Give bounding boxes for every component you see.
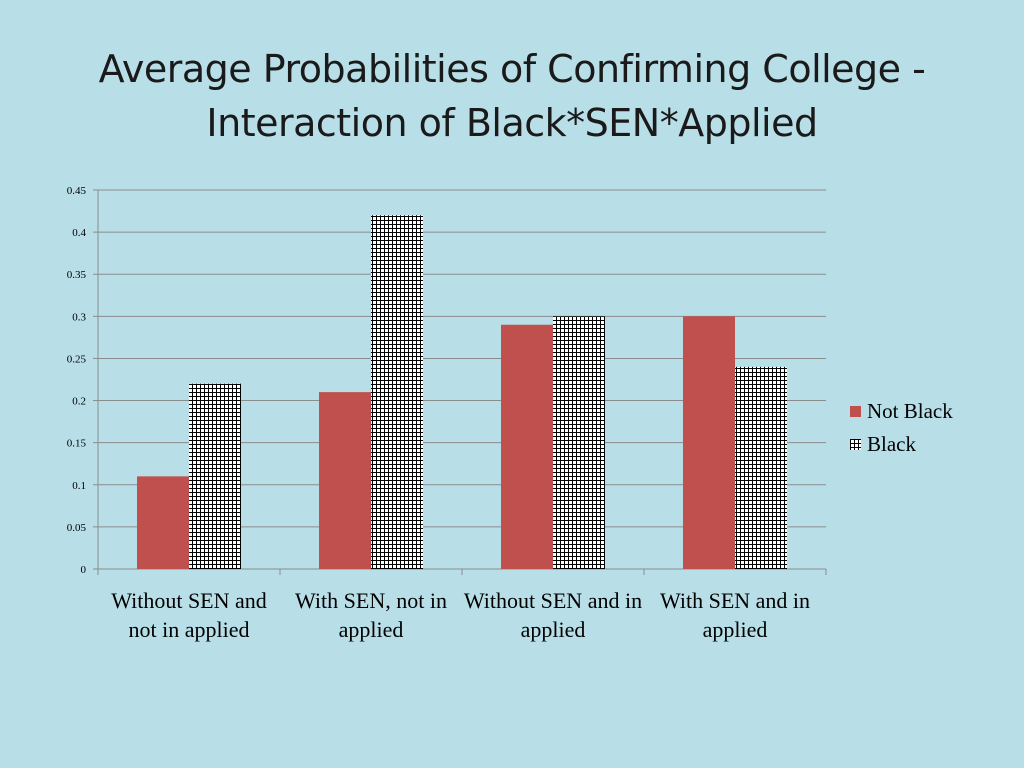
x-category-label: Without SEN and in applied <box>463 588 643 642</box>
y-tick-label: 0.1 <box>72 480 86 492</box>
y-tick-label: 0.15 <box>67 438 87 450</box>
page-title: Average Probabilities of Confirming Coll… <box>60 42 964 150</box>
y-tick-label: 0 <box>81 564 87 576</box>
bar-black <box>371 215 423 569</box>
legend-swatch-black <box>850 438 861 450</box>
x-category-label: With SEN and in applied <box>659 588 811 642</box>
legend-item-black: Black <box>850 431 916 456</box>
x-category-label: Without SEN and not in applied <box>111 588 267 642</box>
y-tick-label: 0.3 <box>72 311 86 323</box>
y-tick-label: 0.25 <box>67 353 87 365</box>
y-tick-label: 0.45 <box>67 185 87 197</box>
bar-black <box>553 316 605 569</box>
legend-label-not-black: Not Black <box>867 398 953 423</box>
y-tick-label: 0.05 <box>67 522 87 534</box>
bar-black <box>735 366 787 569</box>
title-line-2: Interaction of Black*SEN*Applied <box>206 101 818 145</box>
legend-swatch-not-black <box>850 405 861 417</box>
bar-not-black <box>319 392 371 569</box>
x-category-label: With SEN, not in applied <box>295 588 447 642</box>
legend-item-not-black: Not Black <box>850 398 953 423</box>
bar-not-black <box>137 476 189 569</box>
bar-not-black <box>683 316 735 569</box>
y-tick-label: 0.2 <box>72 396 86 408</box>
y-tick-label: 0.4 <box>72 227 86 239</box>
legend-label-black: Black <box>867 431 916 456</box>
title-line-1: Average Probabilities of Confirming Coll… <box>98 47 926 91</box>
y-tick-label: 0.35 <box>67 269 87 281</box>
bar-not-black <box>501 324 553 569</box>
bar-black <box>189 383 241 569</box>
